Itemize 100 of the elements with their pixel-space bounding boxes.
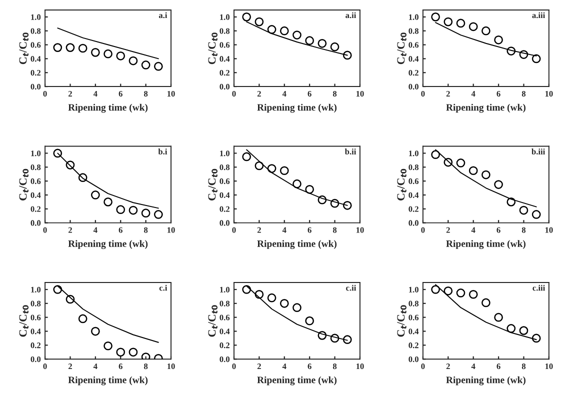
x-tick-label: 8 [332,227,337,233]
y-tick-label: 0.2 [30,342,41,348]
x-tick-label: 6 [496,227,500,233]
x-tick-label: 0 [43,227,47,233]
y-tick-label: 1.0 [31,14,41,20]
y-tick-label: 0.2 [30,206,41,212]
y-tick-label: 0.0 [30,356,41,362]
x-tick-label: 4 [471,91,476,96]
y-axis-title: C$_{t}$/C$_{t0}$ [208,305,218,337]
y-axis-title: C$_{t}$/C$_{t0}$ [397,305,406,337]
x-axis-title: Ripening time (wk) [257,240,337,249]
y-tick-label: 1.0 [220,286,230,293]
y-tick-label: 0.0 [30,84,41,90]
y-tick-label: 0.2 [408,206,418,212]
y-tick-label: 1.0 [220,150,230,156]
y-tick-label: 0.6 [408,178,419,184]
x-tick-label: 0 [421,364,425,370]
y-tick-label: 1.0 [409,150,418,156]
x-axis-title: Ripening time (wk) [446,376,526,386]
annotation: c.iii [532,284,546,291]
x-tick-label: 0 [232,364,236,370]
y-tick-label: 0.4 [408,192,419,198]
y-tick-label: 0.4 [220,192,230,198]
x-tick-label: 6 [308,90,312,97]
annotation: b.ii [344,148,356,154]
x-tick-label: 0 [43,364,47,370]
x-tick-label: 2 [68,227,72,233]
y-tick-label: 0.8 [30,28,41,34]
x-axis-title: Ripening time (wk) [68,104,148,113]
x-tick-label: 8 [522,90,526,97]
x-axis-title: Ripening time (wk) [257,376,337,386]
y-tick-label: 0.2 [220,70,230,76]
x-tick-label: 8 [332,90,337,97]
y-tick-label: 0.4 [220,56,230,62]
x-tick-label: 0 [43,90,47,97]
y-tick-label: 0.4 [30,192,41,198]
x-axis-title: Ripening time (wk) [446,240,526,249]
x-tick-label: 10 [356,364,364,370]
x-axis-title: Ripening time (wk) [446,104,526,113]
x-tick-label: 4 [282,364,286,370]
x-tick-label: 10 [545,364,553,370]
y-tick-label: 1.0 [31,150,41,156]
x-tick-label: 6 [308,364,312,370]
y-axis-title: C$_{t}$/C$_{t0}$ [19,305,29,337]
y-tick-label: 0.8 [30,164,41,170]
x-tick-label: 4 [93,91,98,96]
x-tick-label: 2 [257,227,261,233]
y-tick-label: 0.4 [408,56,419,62]
y-tick-label: 0.6 [30,178,41,184]
x-tick-label: 0 [232,90,236,97]
x-tick-label: 4 [93,227,98,233]
x-tick-label: 6 [118,90,122,97]
y-tick-label: 0.6 [30,314,41,320]
x-tick-label: 2 [446,364,450,370]
y-axis-title: C$_{t}$/C$_{t0}$ [19,32,29,64]
y-tick-label: 0.8 [220,164,230,170]
y-tick-label: 0.0 [408,84,418,90]
y-axis-title: C$_{t}$/C$_{t0}$ [397,168,406,200]
y-tick-label: 0.6 [30,42,41,48]
x-tick-label: 4 [471,227,476,233]
x-tick-label: 8 [144,90,148,97]
y-tick-label: 1.0 [409,286,418,293]
y-axis-title: C$_{t}$/C$_{t0}$ [208,168,218,200]
y-tick-label: 1.0 [220,14,230,20]
y-tick-label: 0.4 [408,328,419,334]
y-tick-label: 0.2 [408,342,418,348]
y-tick-label: 0.4 [220,328,230,334]
x-axis-title: Ripening time (wk) [68,376,148,386]
x-tick-label: 6 [496,364,500,370]
y-tick-label: 0.8 [408,164,419,170]
x-tick-label: 10 [545,227,553,233]
annotation: a.i [158,12,168,18]
x-tick-label: 8 [332,364,337,370]
annotation: c.ii [346,284,356,291]
x-tick-label: 2 [257,90,261,96]
x-tick-label: 8 [522,227,526,233]
y-tick-label: 0.2 [220,206,230,212]
x-tick-label: 4 [282,91,286,96]
x-tick-label: 10 [168,227,175,233]
x-tick-label: 4 [282,227,286,233]
y-tick-label: 0.6 [220,314,230,320]
y-tick-label: 0.8 [408,28,419,34]
annotation: b.iii [532,148,546,154]
y-tick-label: 0.6 [408,314,419,320]
y-tick-label: 1.0 [31,286,41,293]
y-tick-label: 1.0 [409,14,418,20]
x-tick-label: 2 [68,90,72,96]
x-tick-label: 4 [93,364,98,370]
x-axis-title: Ripening time (wk) [257,104,337,113]
y-tick-label: 0.0 [408,356,418,362]
y-axis-title: C$_{t}$/C$_{t0}$ [208,32,218,64]
y-tick-label: 0.2 [408,70,418,76]
y-axis-title: C$_{t}$/C$_{t0}$ [19,168,29,200]
x-tick-label: 0 [232,227,236,233]
y-tick-label: 0.0 [220,220,230,226]
x-tick-label: 6 [118,227,122,233]
x-tick-label: 2 [446,227,450,233]
y-tick-label: 0.6 [408,42,419,48]
y-axis-title: C$_{t}$/C$_{t0}$ [397,32,406,64]
x-tick-label: 10 [356,90,364,97]
